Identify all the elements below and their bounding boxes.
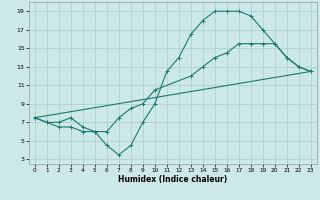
X-axis label: Humidex (Indice chaleur): Humidex (Indice chaleur) bbox=[118, 175, 228, 184]
